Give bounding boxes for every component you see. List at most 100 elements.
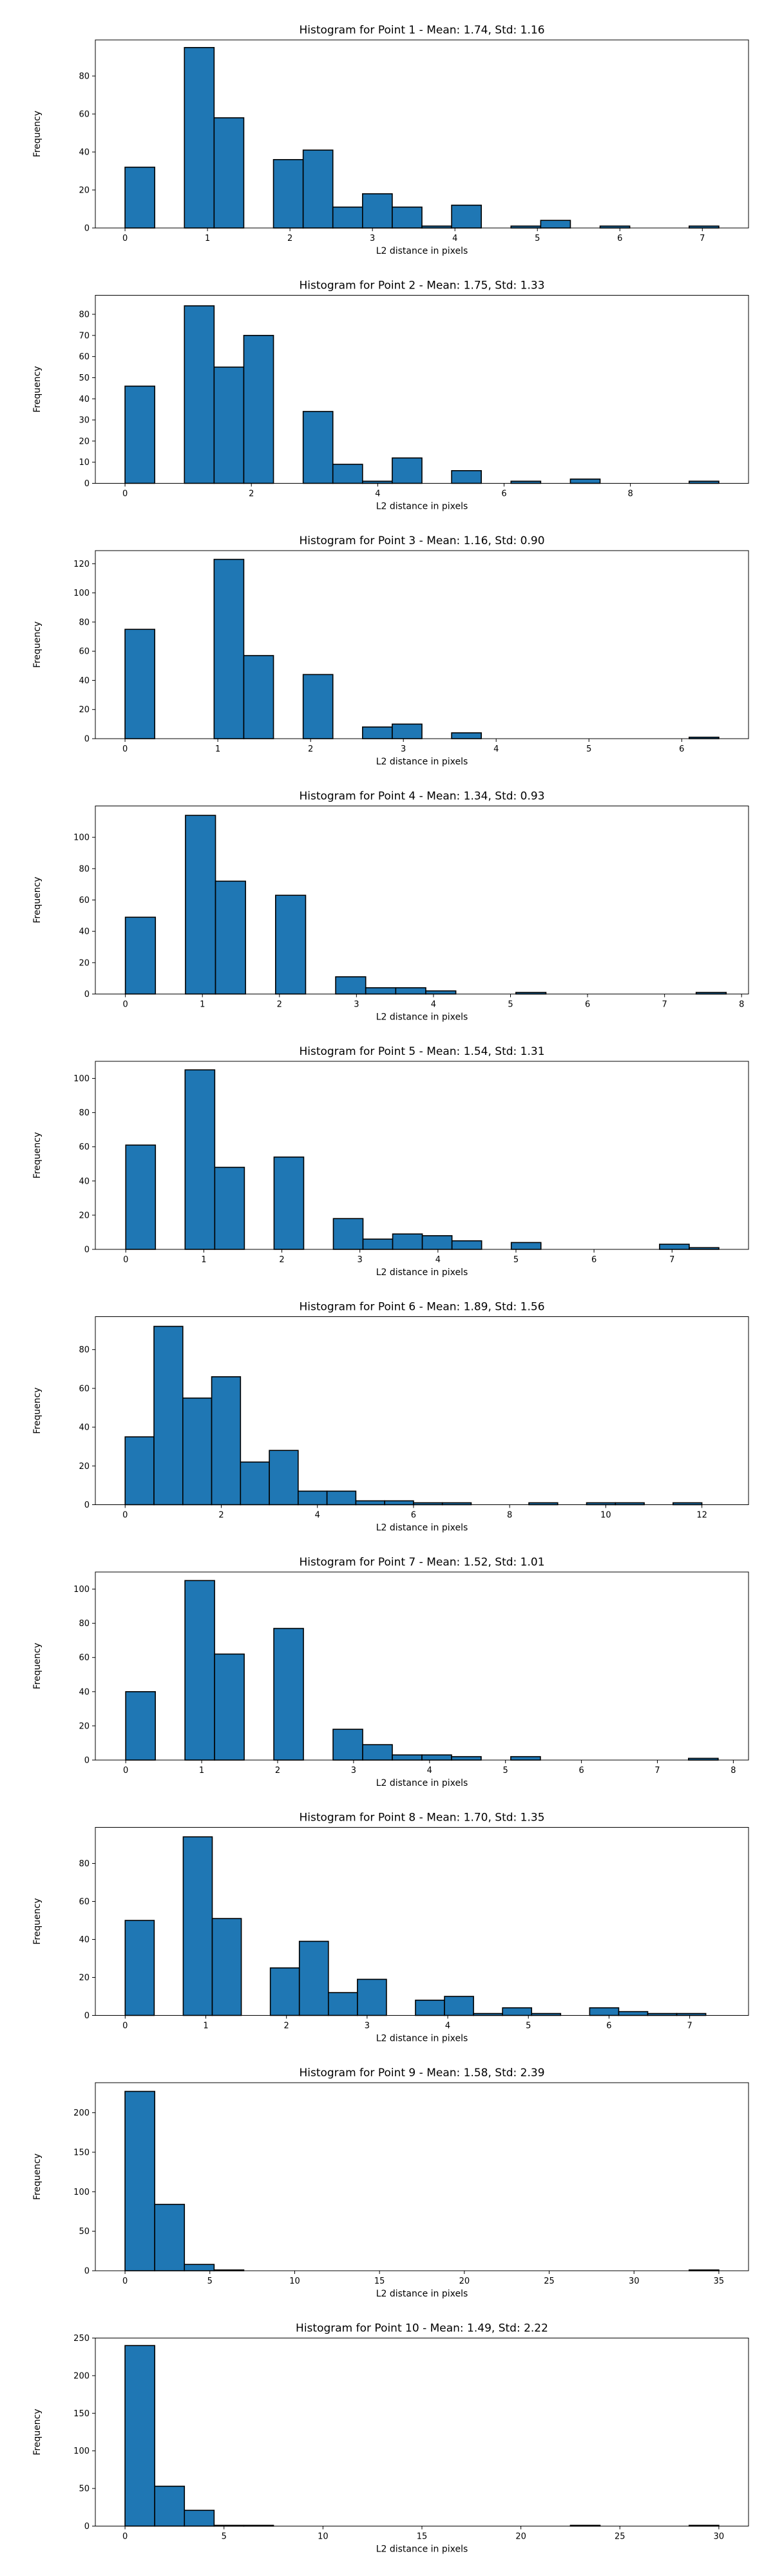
y-axis-label: Frequency xyxy=(32,2409,43,2455)
x-tick-label: 7 xyxy=(669,1255,674,1265)
histogram-bar xyxy=(451,204,482,229)
chart-title: Histogram for Point 2 - Mean: 1.75, Std:… xyxy=(299,279,544,292)
histogram-bar xyxy=(269,1967,300,2016)
x-tick-label: 0 xyxy=(122,1000,128,1010)
x-tick-label: 4 xyxy=(493,744,499,754)
y-tick-label: 80 xyxy=(79,864,90,874)
x-tick-label: 6 xyxy=(578,1766,584,1776)
histogram-bar xyxy=(124,916,157,995)
x-tick-label: 4 xyxy=(431,1000,436,1010)
chart-title: Histogram for Point 5 - Mean: 1.54, Std:… xyxy=(299,1045,544,1058)
histogram-bar xyxy=(240,1461,270,1506)
x-tick-label: 6 xyxy=(617,234,622,243)
histogram-bar xyxy=(392,457,423,484)
x-tick-label: 15 xyxy=(374,2277,385,2286)
x-tick-label: 25 xyxy=(615,2532,625,2542)
histogram-bars xyxy=(124,815,727,995)
histogram-bar xyxy=(124,166,155,229)
histogram-bar xyxy=(357,1978,387,2016)
x-tick-label: 5 xyxy=(526,2022,531,2031)
x-tick-label: 3 xyxy=(354,1000,359,1010)
y-tick-label: 50 xyxy=(79,374,90,383)
x-tick-label: 4 xyxy=(452,234,457,243)
histogram-bar xyxy=(154,2204,186,2271)
histogram-bar xyxy=(510,1756,541,1761)
x-tick-label: 5 xyxy=(503,1766,508,1776)
histogram-bar xyxy=(214,1653,245,1761)
y-tick-label: 200 xyxy=(73,2108,90,2118)
y-tick-label: 20 xyxy=(79,958,90,968)
y-tick-label: 60 xyxy=(79,110,90,120)
y-tick-label: 80 xyxy=(79,1619,90,1629)
x-tick-label: 3 xyxy=(370,234,375,243)
histogram-bar xyxy=(618,2011,649,2016)
y-tick-label: 80 xyxy=(79,618,90,627)
histogram-panel-1: Histogram for Point 1 - Mean: 1.74, Std:… xyxy=(32,24,749,256)
histogram-bar xyxy=(327,1992,358,2016)
y-tick-label: 40 xyxy=(79,676,90,686)
y-tick-label: 80 xyxy=(79,310,90,320)
histogram-bar xyxy=(540,220,571,229)
y-tick-label: 60 xyxy=(79,896,90,905)
histogram-bar xyxy=(124,1436,155,1506)
histogram-bar xyxy=(124,629,155,739)
x-tick-label: 8 xyxy=(730,1766,736,1776)
x-tick-label: 5 xyxy=(508,1000,513,1010)
histogram-bar xyxy=(184,46,215,229)
x-tick-label: 2 xyxy=(277,1000,282,1010)
axes-frame xyxy=(95,550,749,739)
y-axis-label: Frequency xyxy=(32,111,43,157)
y-axis-label: Frequency xyxy=(32,1643,43,1689)
x-tick-label: 2 xyxy=(308,744,313,754)
x-tick-label: 1 xyxy=(215,744,220,754)
y-tick-label: 40 xyxy=(79,927,90,937)
x-tick-label: 6 xyxy=(606,2022,611,2031)
x-tick-label: 7 xyxy=(662,1000,667,1010)
x-tick-label: 0 xyxy=(123,1255,128,1265)
x-tick-label: 2 xyxy=(287,234,292,243)
histogram-bar xyxy=(332,206,363,229)
histogram-bar xyxy=(332,1218,364,1250)
x-tick-label: 2 xyxy=(284,2022,289,2031)
x-tick-label: 3 xyxy=(365,2022,370,2031)
histogram-bars xyxy=(124,2345,720,2527)
y-tick-label: 60 xyxy=(79,1897,90,1907)
histogram-bar xyxy=(213,366,245,484)
y-tick-label: 40 xyxy=(79,1935,90,1945)
x-tick-label: 12 xyxy=(696,1511,707,1520)
y-tick-label: 20 xyxy=(79,705,90,715)
x-axis-label: L2 distance in pixels xyxy=(376,2289,468,2299)
histogram-bar xyxy=(425,990,457,995)
y-tick-label: 60 xyxy=(79,1142,90,1152)
y-tick-label: 50 xyxy=(79,2227,90,2237)
histogram-bar xyxy=(184,2510,215,2527)
histogram-bar xyxy=(298,1490,328,1506)
y-tick-label: 20 xyxy=(79,437,90,446)
x-tick-label: 4 xyxy=(427,1766,432,1776)
y-tick-label: 50 xyxy=(79,2485,90,2494)
x-tick-label: 6 xyxy=(679,744,684,754)
x-tick-label: 0 xyxy=(122,744,128,754)
histogram-bar xyxy=(184,2264,215,2271)
chart-title: Histogram for Point 1 - Mean: 1.74, Std:… xyxy=(299,24,544,37)
y-axis-label: Frequency xyxy=(32,366,43,412)
x-axis-label: L2 distance in pixels xyxy=(376,757,468,767)
histogram-panel-10: Histogram for Point 10 - Mean: 1.49, Std… xyxy=(32,2322,749,2555)
histogram-bar xyxy=(569,478,601,484)
y-tick-label: 150 xyxy=(73,2409,90,2419)
x-tick-label: 7 xyxy=(687,2022,692,2031)
x-tick-label: 0 xyxy=(122,234,128,243)
y-axis-label: Frequency xyxy=(32,2154,43,2200)
histogram-bars xyxy=(125,1069,720,1250)
y-tick-label: 80 xyxy=(79,1345,90,1355)
y-tick-label: 80 xyxy=(79,72,90,82)
histogram-bar xyxy=(184,1069,216,1250)
histogram-panel-4: Histogram for Point 4 - Mean: 1.34, Std:… xyxy=(32,790,749,1023)
y-tick-label: 100 xyxy=(73,2188,90,2197)
y-tick-label: 20 xyxy=(79,186,90,196)
histogram-bar xyxy=(384,1500,414,1506)
x-tick-label: 30 xyxy=(629,2277,640,2286)
chart-title: Histogram for Point 4 - Mean: 1.34, Std:… xyxy=(299,790,544,803)
